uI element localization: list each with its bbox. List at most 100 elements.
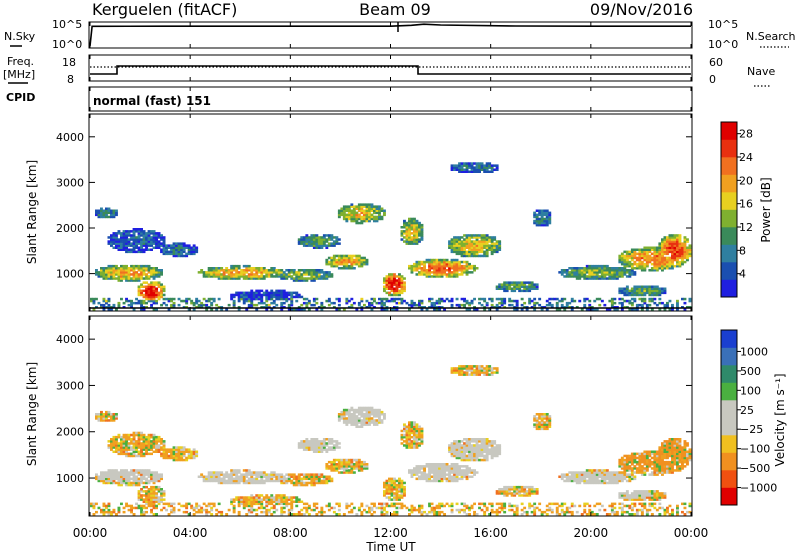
- velocity-cell: [451, 509, 454, 512]
- power-cell: [674, 234, 677, 237]
- velocity-cell: [128, 453, 131, 456]
- velocity-cell: [150, 434, 153, 437]
- velocity-cell: [273, 511, 276, 514]
- velocity-cell: [225, 471, 228, 474]
- power-cell: [446, 259, 449, 262]
- velocity-cell: [300, 473, 303, 476]
- power-cell: [108, 208, 111, 211]
- velocity-cell: [228, 509, 231, 512]
- power-cell: [468, 171, 471, 174]
- power-cell: [250, 290, 253, 293]
- velocity-cell: [333, 507, 336, 510]
- power-cell: [451, 259, 454, 262]
- power-cell: [158, 240, 161, 243]
- velocity-cell: [95, 503, 98, 506]
- velocity-cell: [436, 505, 439, 508]
- power-cell: [280, 269, 283, 272]
- velocity-cell: [313, 438, 316, 441]
- power-cell: [398, 302, 401, 305]
- power-cell: [681, 298, 684, 301]
- power-cell: [441, 298, 444, 301]
- velocity-cell: [258, 494, 261, 497]
- power-cell: [288, 269, 291, 272]
- power-cell: [473, 166, 476, 169]
- power-cell: [438, 298, 441, 301]
- power-cell: [478, 255, 481, 258]
- velocity-cell: [408, 469, 411, 472]
- velocity-cell: [293, 473, 296, 476]
- velocity-cell: [338, 513, 341, 516]
- velocity-cell: [143, 486, 146, 489]
- velocity-cell: [280, 494, 283, 497]
- power-cell: [188, 298, 191, 301]
- power-cell: [115, 277, 118, 280]
- power-cell: [468, 162, 471, 165]
- velocity-cell: [135, 476, 138, 479]
- power-cell: [163, 302, 166, 305]
- power-cell: [621, 267, 624, 270]
- velocity-cell: [358, 459, 361, 462]
- power-cell: [325, 238, 328, 241]
- power-cell: [536, 283, 539, 286]
- velocity-cell: [100, 509, 103, 512]
- velocity-cell: [446, 463, 449, 466]
- power-cell: [193, 302, 196, 305]
- velocity-cell: [245, 513, 248, 516]
- power-cell: [330, 234, 333, 237]
- velocity-cell: [160, 473, 163, 476]
- velocity-cell: [396, 507, 399, 510]
- velocity-cell: [255, 513, 258, 516]
- power-cell: [208, 298, 211, 301]
- velocity-cell: [366, 511, 369, 514]
- power-cell: [388, 292, 391, 295]
- velocity-cell: [188, 448, 191, 451]
- power-cell: [130, 277, 133, 280]
- velocity-cell: [220, 471, 223, 474]
- power-cell: [383, 277, 386, 280]
- velocity-cell: [170, 509, 173, 512]
- station-title: Kerguelen (fitACF): [92, 0, 237, 19]
- power-cell: [553, 298, 556, 301]
- velocity-cell: [260, 511, 263, 514]
- velocity-cell: [253, 478, 256, 481]
- power-cell: [173, 242, 176, 245]
- power-cell: [596, 298, 599, 301]
- power-cell: [551, 304, 554, 307]
- power-cell: [684, 298, 687, 301]
- power-cell: [461, 240, 464, 243]
- power-cell: [498, 302, 501, 305]
- power-cell: [180, 242, 183, 245]
- power-cell: [646, 304, 649, 307]
- power-cell: [103, 298, 106, 301]
- power-cell: [143, 300, 146, 303]
- velocity-cell: [355, 513, 358, 516]
- power-cell: [303, 269, 306, 272]
- power-cell: [689, 298, 692, 301]
- velocity-cell: [401, 503, 404, 506]
- velocity-cell: [113, 509, 116, 512]
- power-cell: [348, 300, 351, 303]
- power-cell: [528, 281, 531, 284]
- power-cell: [466, 162, 469, 165]
- power-cell: [641, 249, 644, 252]
- velocity-cell: [275, 473, 278, 476]
- velocity-cell: [175, 446, 178, 449]
- power-cell: [613, 298, 616, 301]
- velocity-cell: [320, 480, 323, 483]
- velocity-cell: [233, 469, 236, 472]
- velocity-cell: [348, 409, 351, 412]
- power-cell: [340, 267, 343, 270]
- velocity-cell: [388, 496, 391, 499]
- velocity-cell: [396, 480, 399, 483]
- power-cell: [398, 273, 401, 276]
- power-cell: [200, 269, 203, 272]
- velocity-cell: [168, 455, 171, 458]
- power-cell: [636, 253, 639, 256]
- power-cell: [633, 271, 636, 274]
- power-cell: [313, 298, 316, 301]
- velocity-cell: [323, 511, 326, 514]
- velocity-cell: [403, 482, 406, 485]
- power-cell: [446, 298, 449, 301]
- power-cell: [621, 302, 624, 305]
- power-cell: [230, 265, 233, 268]
